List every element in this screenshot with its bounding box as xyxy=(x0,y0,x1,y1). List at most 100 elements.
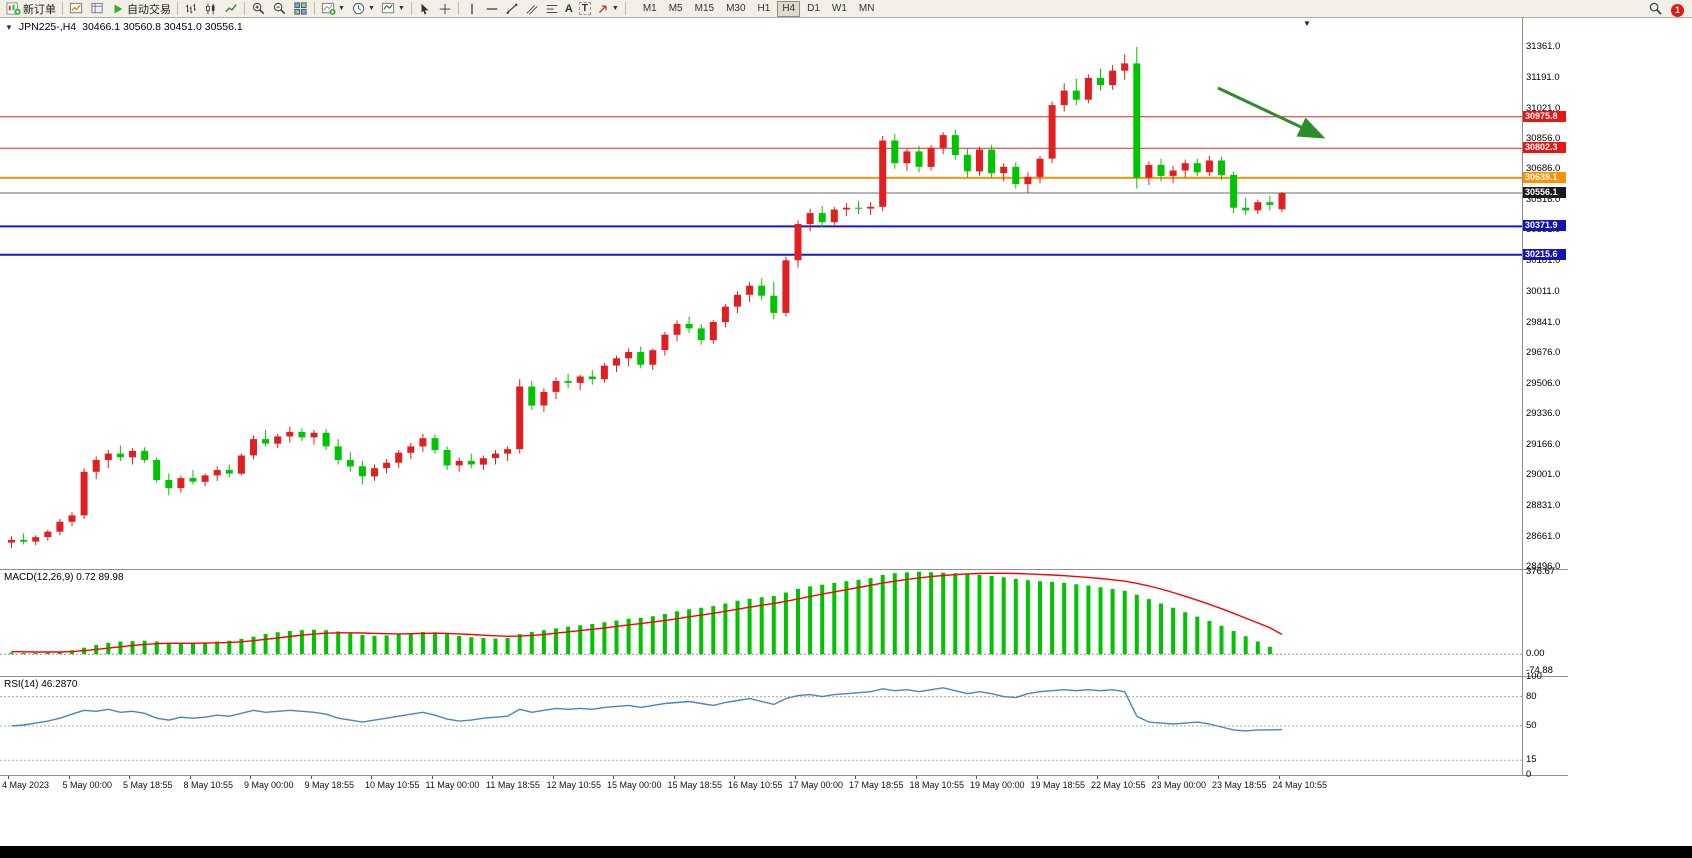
time-label: 18 May 10:55 xyxy=(909,780,965,790)
fibonacci-tool-button[interactable] xyxy=(542,1,562,17)
time-tick xyxy=(673,776,675,779)
time-tick xyxy=(734,776,735,779)
candles-group xyxy=(8,46,1286,548)
channel-tool-button[interactable] xyxy=(522,1,542,17)
templates-icon xyxy=(381,1,396,16)
price-tick: 30856.0 xyxy=(1526,132,1561,144)
notification-badge[interactable]: 1 xyxy=(1671,3,1684,17)
toolbar-separator xyxy=(314,2,315,15)
crosshair-icon xyxy=(438,2,452,16)
periods-clock-icon xyxy=(351,1,366,16)
time-axis[interactable]: 4 May 2023 5 May 00:00 5 May 18:55 8 May 10… xyxy=(0,776,1522,794)
time-axis-line xyxy=(0,775,1568,776)
trendline-icon xyxy=(505,2,519,16)
rsi-canvas[interactable] xyxy=(0,677,1522,775)
time-tick xyxy=(129,776,130,779)
time-tick xyxy=(1036,776,1038,779)
search-icon[interactable] xyxy=(1648,1,1663,19)
price-line-label: 30556.1 xyxy=(1523,187,1566,198)
rsi-axis-label: 80 xyxy=(1526,690,1537,702)
tab-timeframe-m30[interactable]: M30 xyxy=(726,2,746,14)
tab-timeframe-m5[interactable]: M5 xyxy=(668,2,683,14)
price-tick: 28831.0 xyxy=(1526,500,1561,512)
rsi-panel[interactable] xyxy=(0,677,1522,780)
panel-separator[interactable] xyxy=(0,569,1568,570)
chart-menu-icon[interactable]: ▼ xyxy=(5,22,13,32)
time-label: 19 May 00:00 xyxy=(970,780,1025,790)
indicators-icon xyxy=(321,1,336,16)
tab-timeframe-mn[interactable]: MN xyxy=(858,2,875,14)
cursor-tool-button[interactable] xyxy=(415,1,435,17)
horizontal-lines-group[interactable] xyxy=(0,116,1522,256)
new-chart-button[interactable] xyxy=(66,1,87,17)
crosshair-tool-button[interactable] xyxy=(435,1,455,17)
time-tick xyxy=(431,776,433,779)
time-label: 15 May 00:00 xyxy=(607,780,662,790)
time-tick xyxy=(794,776,796,779)
tab-timeframe-h1[interactable]: H1 xyxy=(757,2,771,14)
line-chart-mode-button[interactable] xyxy=(221,1,241,17)
line-chart-icon xyxy=(224,2,238,16)
trendline-tool-button[interactable] xyxy=(502,1,522,17)
time-tick xyxy=(189,776,191,779)
candlestick-icon xyxy=(204,2,218,16)
chart-window: ▼ JPN225-,H4 30466.1 30560.8 30451.0 305… xyxy=(0,18,1568,798)
zoom-in-button[interactable] xyxy=(248,1,269,17)
arrows-tool-button[interactable]: ▼ xyxy=(594,1,622,17)
price-tick: 30181.0 xyxy=(1526,255,1561,267)
macd-canvas[interactable] xyxy=(0,570,1522,675)
time-tick xyxy=(8,776,9,779)
text-tool-button[interactable]: A xyxy=(562,1,576,17)
main-chart-canvas[interactable] xyxy=(0,18,1522,568)
time-label: 15 May 18:55 xyxy=(667,780,723,790)
new-order-button[interactable]: 新订单 xyxy=(3,1,59,17)
time-tick xyxy=(371,776,372,779)
chart-shift-marker[interactable]: ▼ xyxy=(1303,19,1311,28)
panel-separator[interactable] xyxy=(0,676,1568,677)
main-chart-panel[interactable] xyxy=(0,18,1522,573)
arrow-shape-icon xyxy=(597,2,610,15)
price-line-label: 30371.9 xyxy=(1523,220,1566,232)
time-label: 8 May 10:55 xyxy=(183,780,234,790)
tab-timeframe-h4[interactable]: H4 xyxy=(777,0,801,17)
data-window-icon xyxy=(90,1,105,16)
price-tick: 31361.0 xyxy=(1526,40,1561,52)
tile-windows-button[interactable] xyxy=(290,1,311,17)
time-label: 10 May 10:55 xyxy=(365,780,420,790)
tab-timeframe-m15[interactable]: M15 xyxy=(694,2,715,14)
time-tick xyxy=(1278,776,1280,779)
vertical-line-tool-button[interactable] xyxy=(462,1,482,17)
macd-panel[interactable] xyxy=(0,570,1522,680)
toolbar-separator xyxy=(624,2,626,15)
trend-arrow[interactable] xyxy=(1217,86,1326,139)
price-line-label: 30802.3 xyxy=(1523,142,1566,154)
time-label: 9 May 00:00 xyxy=(244,780,294,790)
time-label: 5 May 00:00 xyxy=(62,780,113,790)
auto-trading-button[interactable]: 自动交易 xyxy=(108,1,174,17)
new-order-label: 新订单 xyxy=(23,3,56,16)
arrows-dropdown-caret: ▼ xyxy=(611,5,619,12)
zoom-out-button[interactable] xyxy=(269,1,290,17)
new-order-icon xyxy=(6,1,21,16)
tab-timeframe-m1[interactable]: M1 xyxy=(642,2,657,14)
templates-button[interactable]: ▼ xyxy=(378,1,408,17)
price-tick: 29506.0 xyxy=(1526,377,1561,389)
timeframe-group: M1 M5 M15 M30 H1 H4 D1 W1 MN xyxy=(637,0,881,17)
tab-timeframe-w1[interactable]: W1 xyxy=(831,2,847,14)
indicators-button[interactable]: ▼ xyxy=(318,1,348,17)
data-window-button[interactable] xyxy=(87,1,108,17)
bottom-bar xyxy=(0,846,1692,858)
auto-trading-label: 自动交易 xyxy=(127,3,171,16)
label-tool-button[interactable]: T xyxy=(576,1,594,17)
tab-timeframe-d1[interactable]: D1 xyxy=(807,2,820,14)
horizontal-line-tool-button[interactable] xyxy=(482,1,502,17)
bar-chart-mode-button[interactable] xyxy=(181,1,201,17)
price-axis[interactable]: 31361.0 31191.0 31021.0 30856.0 30686.0 30516… xyxy=(1523,18,1568,780)
vertical-line-icon xyxy=(465,2,479,16)
periods-button[interactable]: ▼ xyxy=(348,1,378,17)
time-label: 24 May 10:55 xyxy=(1272,780,1328,790)
time-label: 9 May 18:55 xyxy=(304,780,355,790)
rsi-indicator-label: RSI(14) 46.2870 xyxy=(4,679,78,690)
auto-trading-play-icon xyxy=(111,2,125,16)
candlestick-mode-button[interactable] xyxy=(201,1,221,17)
